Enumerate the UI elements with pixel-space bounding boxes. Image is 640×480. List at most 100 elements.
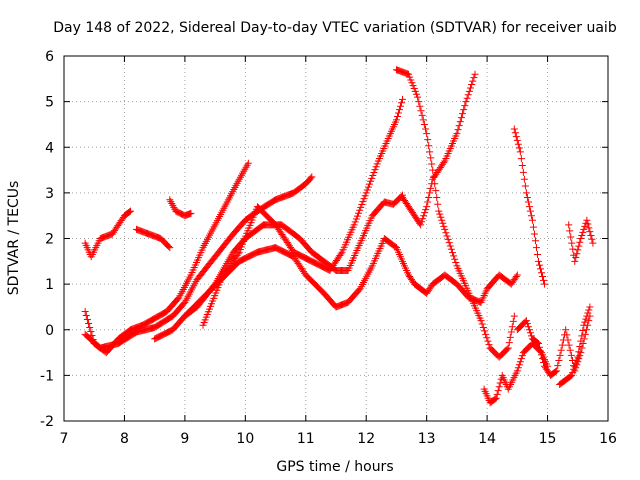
data-point	[438, 216, 446, 224]
data-point	[337, 250, 345, 258]
series-track-11	[392, 244, 521, 306]
x-tick-label: 9	[180, 431, 189, 447]
data-point	[507, 328, 515, 336]
data-point	[538, 351, 546, 359]
data-point	[586, 303, 594, 311]
data-point	[513, 367, 521, 375]
data-point	[575, 242, 583, 250]
data-point	[308, 173, 316, 181]
data-point	[356, 206, 364, 214]
x-tick-label: 8	[120, 431, 129, 447]
data-point	[444, 235, 452, 243]
y-tick-label: 1	[45, 277, 54, 293]
data-point	[525, 326, 533, 334]
data-point	[83, 315, 91, 323]
data-point	[367, 177, 375, 185]
data-point	[582, 326, 590, 334]
data-point	[432, 187, 440, 195]
y-tick-label: 5	[45, 95, 54, 111]
data-point	[411, 87, 419, 95]
data-point	[362, 189, 370, 197]
data-point	[414, 93, 422, 101]
data-point	[537, 347, 545, 355]
series-track-4	[81, 159, 252, 357]
data-point	[552, 368, 560, 376]
data-point	[428, 180, 436, 188]
data-point	[439, 219, 447, 227]
data-point	[535, 343, 543, 351]
data-point	[436, 210, 444, 218]
data-point	[395, 106, 403, 114]
data-point	[575, 348, 583, 356]
data-point	[493, 390, 501, 398]
data-point	[351, 218, 359, 226]
data-point	[428, 160, 436, 168]
data-point	[522, 189, 530, 197]
series-track-15	[565, 216, 597, 265]
data-point	[531, 237, 539, 245]
data-point	[409, 82, 417, 90]
data-point	[558, 341, 566, 349]
data-point	[518, 162, 526, 169]
data-point	[587, 231, 595, 239]
y-tick-label: -2	[40, 414, 54, 430]
data-point	[569, 245, 577, 253]
data-point	[126, 207, 134, 215]
data-point	[534, 257, 542, 265]
data-point	[554, 362, 562, 370]
data-point	[582, 315, 590, 323]
data-point	[522, 317, 530, 325]
data-point	[577, 337, 585, 345]
data-point	[583, 312, 591, 320]
data-point	[424, 198, 432, 206]
data-point	[373, 160, 381, 168]
axis-ticks	[63, 55, 609, 422]
x-tick-label: 16	[599, 431, 617, 447]
data-point	[359, 198, 367, 206]
data-point	[585, 317, 593, 325]
x-axis-label: GPS time / hours	[276, 459, 393, 475]
data-point	[540, 276, 548, 284]
data-point	[519, 168, 527, 176]
data-point	[464, 91, 472, 99]
data-point	[570, 365, 578, 373]
data-point	[424, 136, 432, 144]
data-point	[166, 244, 174, 252]
data-point	[538, 269, 546, 277]
data-point	[125, 208, 133, 216]
data-point	[529, 223, 537, 231]
data-point	[440, 159, 448, 167]
data-point	[553, 367, 561, 375]
data-point	[461, 102, 469, 110]
data-point	[398, 95, 406, 103]
data-point	[427, 184, 435, 192]
data-point	[361, 192, 369, 200]
data-point	[569, 368, 577, 376]
data-point	[434, 200, 442, 208]
series-track-2	[133, 225, 174, 252]
data-point	[571, 362, 579, 370]
data-point	[454, 126, 462, 134]
data-point	[568, 371, 576, 379]
data-point	[571, 257, 579, 265]
data-point	[516, 148, 524, 156]
y-tick-label: -1	[40, 368, 54, 384]
y-tick-label: 2	[45, 232, 54, 248]
data-point	[515, 361, 523, 369]
data-point	[517, 355, 525, 363]
data-point	[418, 111, 426, 119]
data-point	[577, 235, 585, 242]
data-point	[495, 383, 503, 391]
data-point	[526, 207, 534, 215]
data-point	[422, 206, 430, 214]
data-point	[396, 102, 404, 110]
data-point	[580, 225, 588, 233]
x-tick-label: 13	[418, 431, 436, 447]
data-point	[408, 79, 416, 87]
data-point	[442, 229, 450, 237]
data-point	[539, 273, 547, 281]
data-point	[405, 70, 413, 78]
data-point	[514, 140, 522, 148]
data-point	[572, 359, 580, 367]
data-point	[445, 239, 453, 247]
